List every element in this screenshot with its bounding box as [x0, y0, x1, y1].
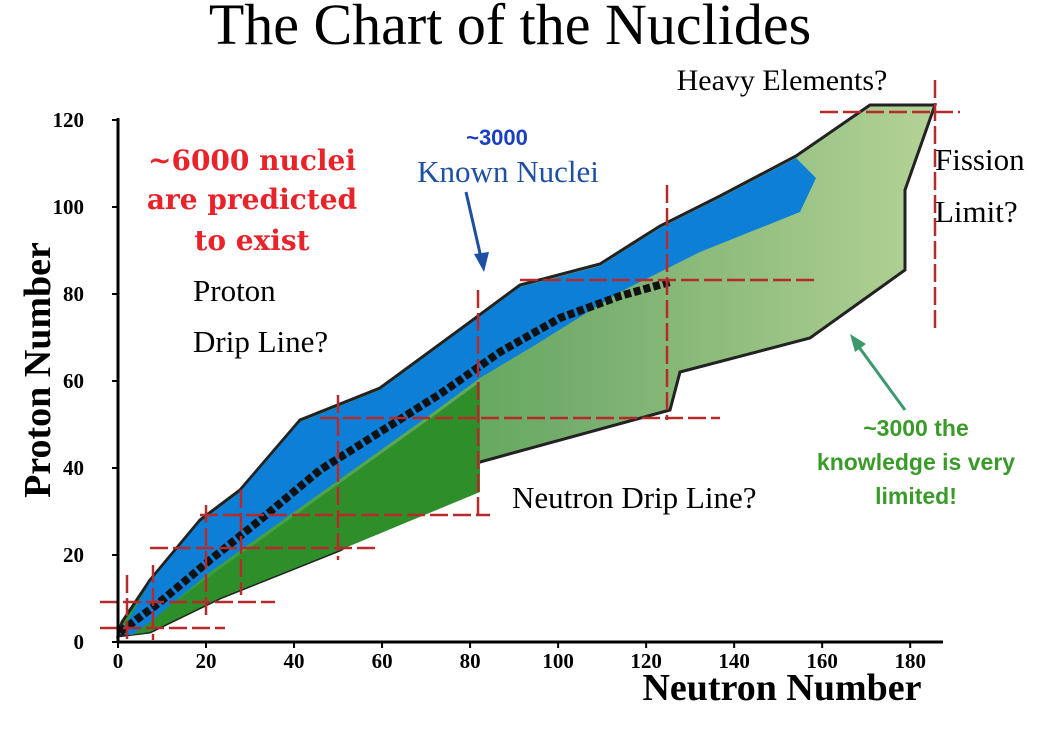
y-tick-label: 120 — [53, 108, 85, 132]
annotation: Limit? — [935, 194, 1018, 229]
x-tick-label: 140 — [718, 649, 750, 673]
magic-lines — [100, 80, 960, 640]
x-tick-label: 180 — [894, 649, 926, 673]
y-tick-label: 60 — [63, 369, 84, 393]
stable-nuclei — [117, 278, 672, 636]
x-tick-label: 40 — [284, 649, 305, 673]
annotation: Neutron Drip Line? — [512, 480, 756, 515]
known-nuclei-region — [120, 158, 816, 635]
annotation: Heavy Elements? — [677, 64, 888, 97]
regions — [100, 80, 960, 640]
annotation: ~3000 the — [863, 415, 969, 441]
x-tick-label: 60 — [372, 649, 393, 673]
y-tick-label: 0 — [74, 630, 85, 654]
annotation: Known Nuclei — [417, 154, 599, 189]
x-tick-label: 20 — [196, 649, 217, 673]
x-tick-label: 120 — [630, 649, 662, 673]
annotation: Fission — [935, 142, 1025, 177]
y-tick-label: 80 — [63, 282, 84, 306]
limited-arrow-head — [850, 334, 866, 352]
y-axis-label: Proton Number — [17, 242, 59, 498]
annotation: Proton — [193, 273, 276, 308]
annotation: to exist — [194, 224, 309, 257]
neutron-rich-region — [130, 382, 480, 635]
x-tick-label: 0 — [113, 649, 124, 673]
annotation: ~3000 — [466, 125, 528, 150]
known-arrow-head — [474, 252, 489, 272]
annotation: knowledge is very — [817, 449, 1015, 475]
y-tick-label: 100 — [53, 195, 85, 219]
x-tick-label: 160 — [806, 649, 838, 673]
y-tick-label: 40 — [63, 456, 84, 480]
x-tick-label: 100 — [542, 649, 574, 673]
y-tick-label: 20 — [63, 543, 84, 567]
annotation: ~6000 nuclei — [148, 144, 356, 177]
chart-title: The Chart of the Nuclides — [209, 0, 811, 57]
limited-arrow — [854, 342, 907, 411]
annotation: Drip Line? — [193, 324, 328, 359]
x-axis-label: Neutron Number — [642, 667, 921, 709]
known-arrow — [464, 191, 484, 263]
x-tick-label: 80 — [460, 649, 481, 673]
annotation: are predicted — [147, 183, 357, 216]
annotation: limited! — [875, 483, 957, 509]
